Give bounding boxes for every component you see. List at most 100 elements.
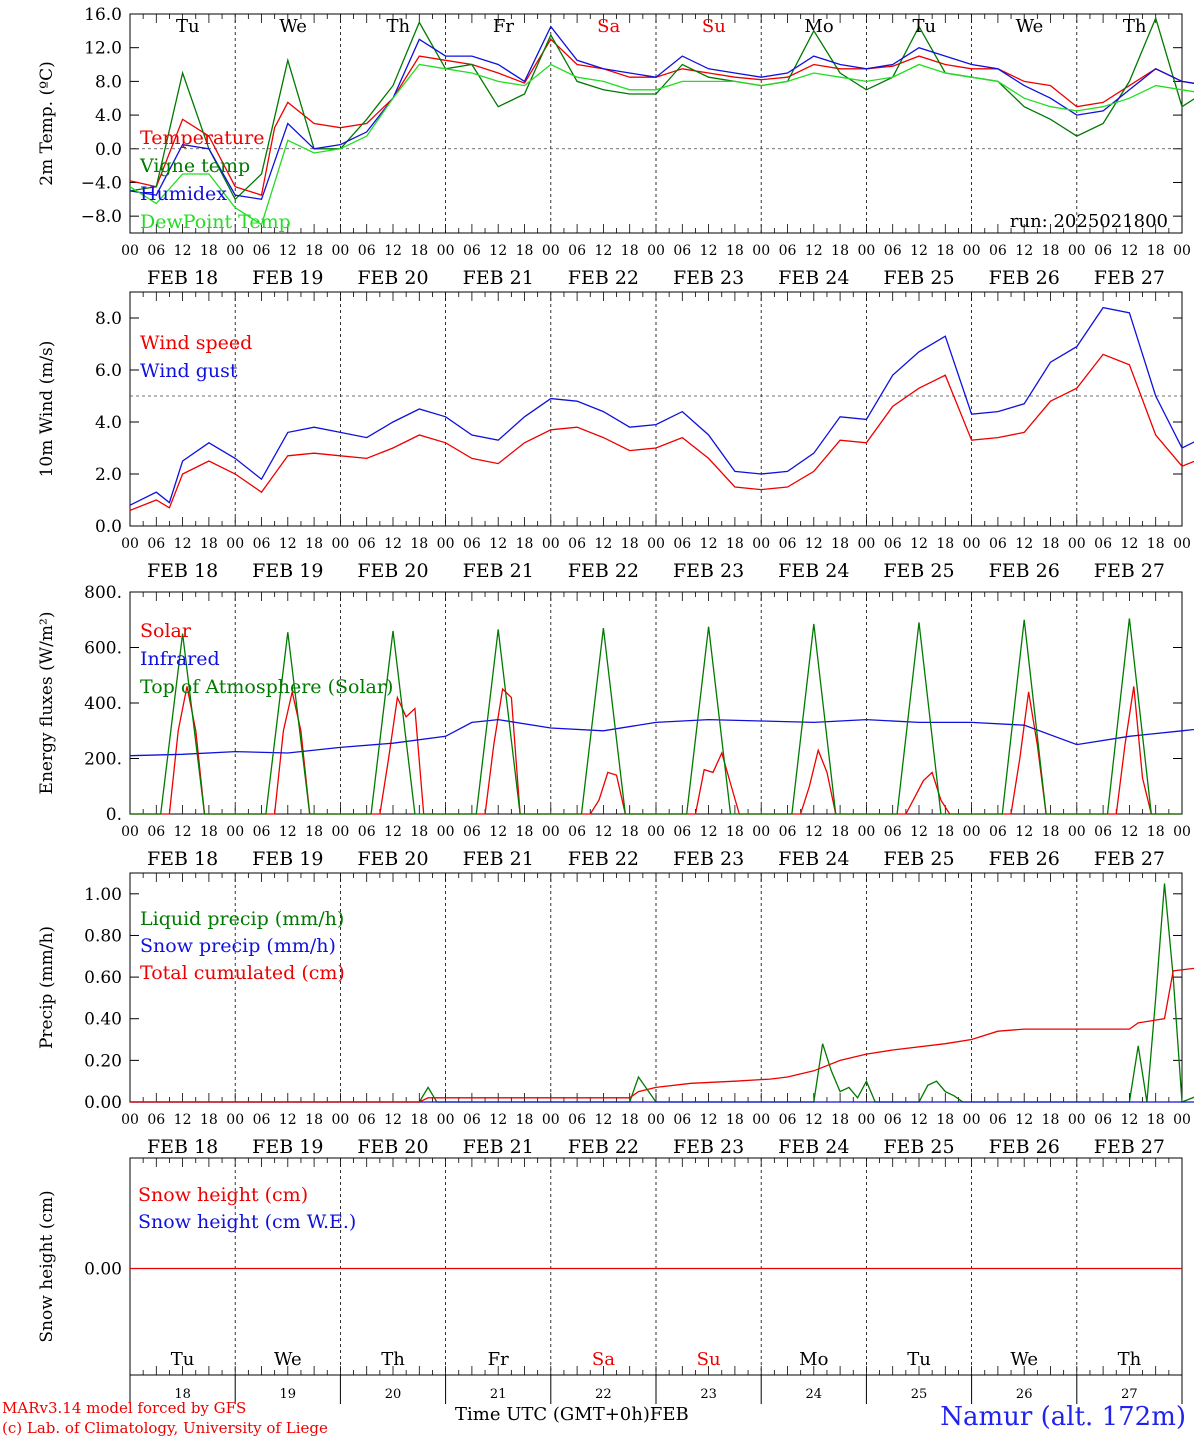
date-label: FEB 24	[778, 848, 849, 870]
hour-tick-label: 06	[779, 824, 797, 840]
y-tick-label: 0.0	[95, 517, 122, 537]
hour-tick-label: 12	[805, 536, 823, 552]
date-label: FEB 26	[989, 267, 1060, 289]
hour-tick-label: 00	[752, 1112, 770, 1128]
hour-tick-label: 06	[1094, 243, 1112, 259]
date-label: FEB 21	[463, 848, 534, 870]
day-number-label: 21	[490, 1387, 507, 1402]
day-name-label: Su	[702, 16, 726, 37]
day-name-label: Fr	[488, 1349, 509, 1370]
run-label: run: 2025021800	[1010, 211, 1168, 232]
hour-tick-label: 18	[516, 536, 534, 552]
day-name-label: Tu	[171, 1349, 195, 1370]
hour-tick-label: 00	[1173, 536, 1191, 552]
date-label: FEB 19	[252, 1136, 323, 1158]
y-tick-label: 1.00	[84, 885, 122, 905]
hour-tick-label: 06	[253, 1112, 271, 1128]
hour-tick-label: 12	[279, 1112, 297, 1128]
date-label: FEB 21	[463, 1136, 534, 1158]
hour-tick-label: 06	[779, 536, 797, 552]
date-label: FEB 24	[778, 1136, 849, 1158]
hour-tick-label: 00	[226, 824, 244, 840]
legend-entry: Top of Atmosphere (Solar)	[140, 676, 393, 698]
hour-tick-label: 00	[542, 536, 560, 552]
day-number-label: 19	[280, 1387, 297, 1402]
hour-tick-label: 06	[673, 824, 691, 840]
y-tick-label: 16.0	[84, 5, 122, 25]
panel-5: 0.00 Snow height (cm) Snow height (cm) Snow…	[37, 1157, 1183, 1404]
hour-tick-label: 18	[305, 824, 323, 840]
y-tick-label: 8.0	[95, 72, 122, 92]
series-line-3	[130, 618, 1182, 815]
hour-tick-label: 12	[1015, 243, 1033, 259]
hour-tick-label: 06	[1094, 1112, 1112, 1128]
hour-tick-label: 12	[174, 243, 192, 259]
hour-tick-label: 06	[568, 824, 586, 840]
hour-tick-label: 00	[647, 536, 665, 552]
hour-tick-label: 00	[121, 1112, 139, 1128]
hour-tick-label: 18	[516, 1112, 534, 1128]
hour-tick-label: 18	[1147, 243, 1165, 259]
hour-tick-label: 00	[1068, 824, 1086, 840]
hour-tick-label: 18	[1147, 1112, 1165, 1128]
hour-tick-label: 18	[200, 536, 218, 552]
y-tick-label: 400.	[84, 694, 122, 714]
hour-tick-label: 06	[358, 1112, 376, 1128]
day-number-label: 25	[911, 1387, 928, 1402]
hour-tick-label: 12	[700, 824, 718, 840]
date-label: FEB 25	[883, 848, 954, 870]
hour-tick-label: 12	[594, 824, 612, 840]
hour-tick-label: 00	[542, 243, 560, 259]
hour-tick-label: 12	[489, 243, 507, 259]
date-label: FEB 19	[252, 560, 323, 582]
date-label: FEB 20	[357, 267, 428, 289]
y-axis-label: 10m Wind (m/s)	[37, 341, 57, 478]
date-label: FEB 27	[1094, 267, 1165, 289]
date-label: FEB 25	[883, 267, 954, 289]
panel-4: 1.00 0.80 0.60 0.40 0.20 0.00 Precip (mm/h) Liq…	[37, 872, 1194, 1158]
date-label: FEB 22	[568, 267, 639, 289]
hour-tick-label: 00	[1068, 536, 1086, 552]
date-label: FEB 27	[1094, 1136, 1165, 1158]
hour-tick-label: 00	[437, 536, 455, 552]
hour-tick-label: 18	[936, 536, 954, 552]
day-name-label: Fr	[493, 16, 514, 37]
hour-tick-label: 06	[147, 824, 165, 840]
day-name-label: Th	[381, 1349, 405, 1370]
hour-tick-label: 12	[805, 824, 823, 840]
y-tick-label: 600.	[84, 639, 122, 659]
y-tick-label: −4.0	[81, 173, 122, 193]
hour-tick-label: 12	[910, 824, 928, 840]
hour-tick-label: 06	[673, 536, 691, 552]
hour-tick-label: 12	[384, 1112, 402, 1128]
y-tick-label: 0.0	[95, 140, 122, 160]
hour-tick-label: 00	[752, 243, 770, 259]
legend-entry: DewPoint Temp	[140, 211, 291, 233]
hour-tick-label: 06	[253, 536, 271, 552]
hour-tick-label: 18	[1042, 1112, 1060, 1128]
hour-tick-label: 12	[594, 536, 612, 552]
hour-tick-label: 12	[1120, 1112, 1138, 1128]
y-tick-label: 4.0	[95, 106, 122, 126]
date-label: FEB 22	[568, 560, 639, 582]
legend-entry: Total cumulated (cm)	[140, 962, 345, 984]
date-label: FEB 24	[778, 267, 849, 289]
hour-tick-label: 00	[226, 243, 244, 259]
day-name-label: Mo	[804, 16, 833, 37]
hour-tick-label: 12	[384, 824, 402, 840]
date-label: FEB 22	[568, 848, 639, 870]
day-name-label: We	[274, 1349, 302, 1370]
series-line-2	[129, 718, 1194, 757]
hour-tick-label: 12	[489, 1112, 507, 1128]
hour-tick-label: 00	[752, 536, 770, 552]
day-name-label: Th	[1123, 16, 1147, 37]
hour-tick-label: 12	[805, 243, 823, 259]
date-label: FEB 25	[883, 560, 954, 582]
date-label: FEB 26	[989, 1136, 1060, 1158]
series-line-2	[129, 16, 1194, 201]
day-name-label: We	[1016, 16, 1044, 37]
hour-tick-label: 06	[147, 1112, 165, 1128]
hour-tick-label: 18	[410, 243, 428, 259]
day-name-label: Th	[1118, 1349, 1142, 1370]
date-label: FEB 23	[673, 848, 744, 870]
